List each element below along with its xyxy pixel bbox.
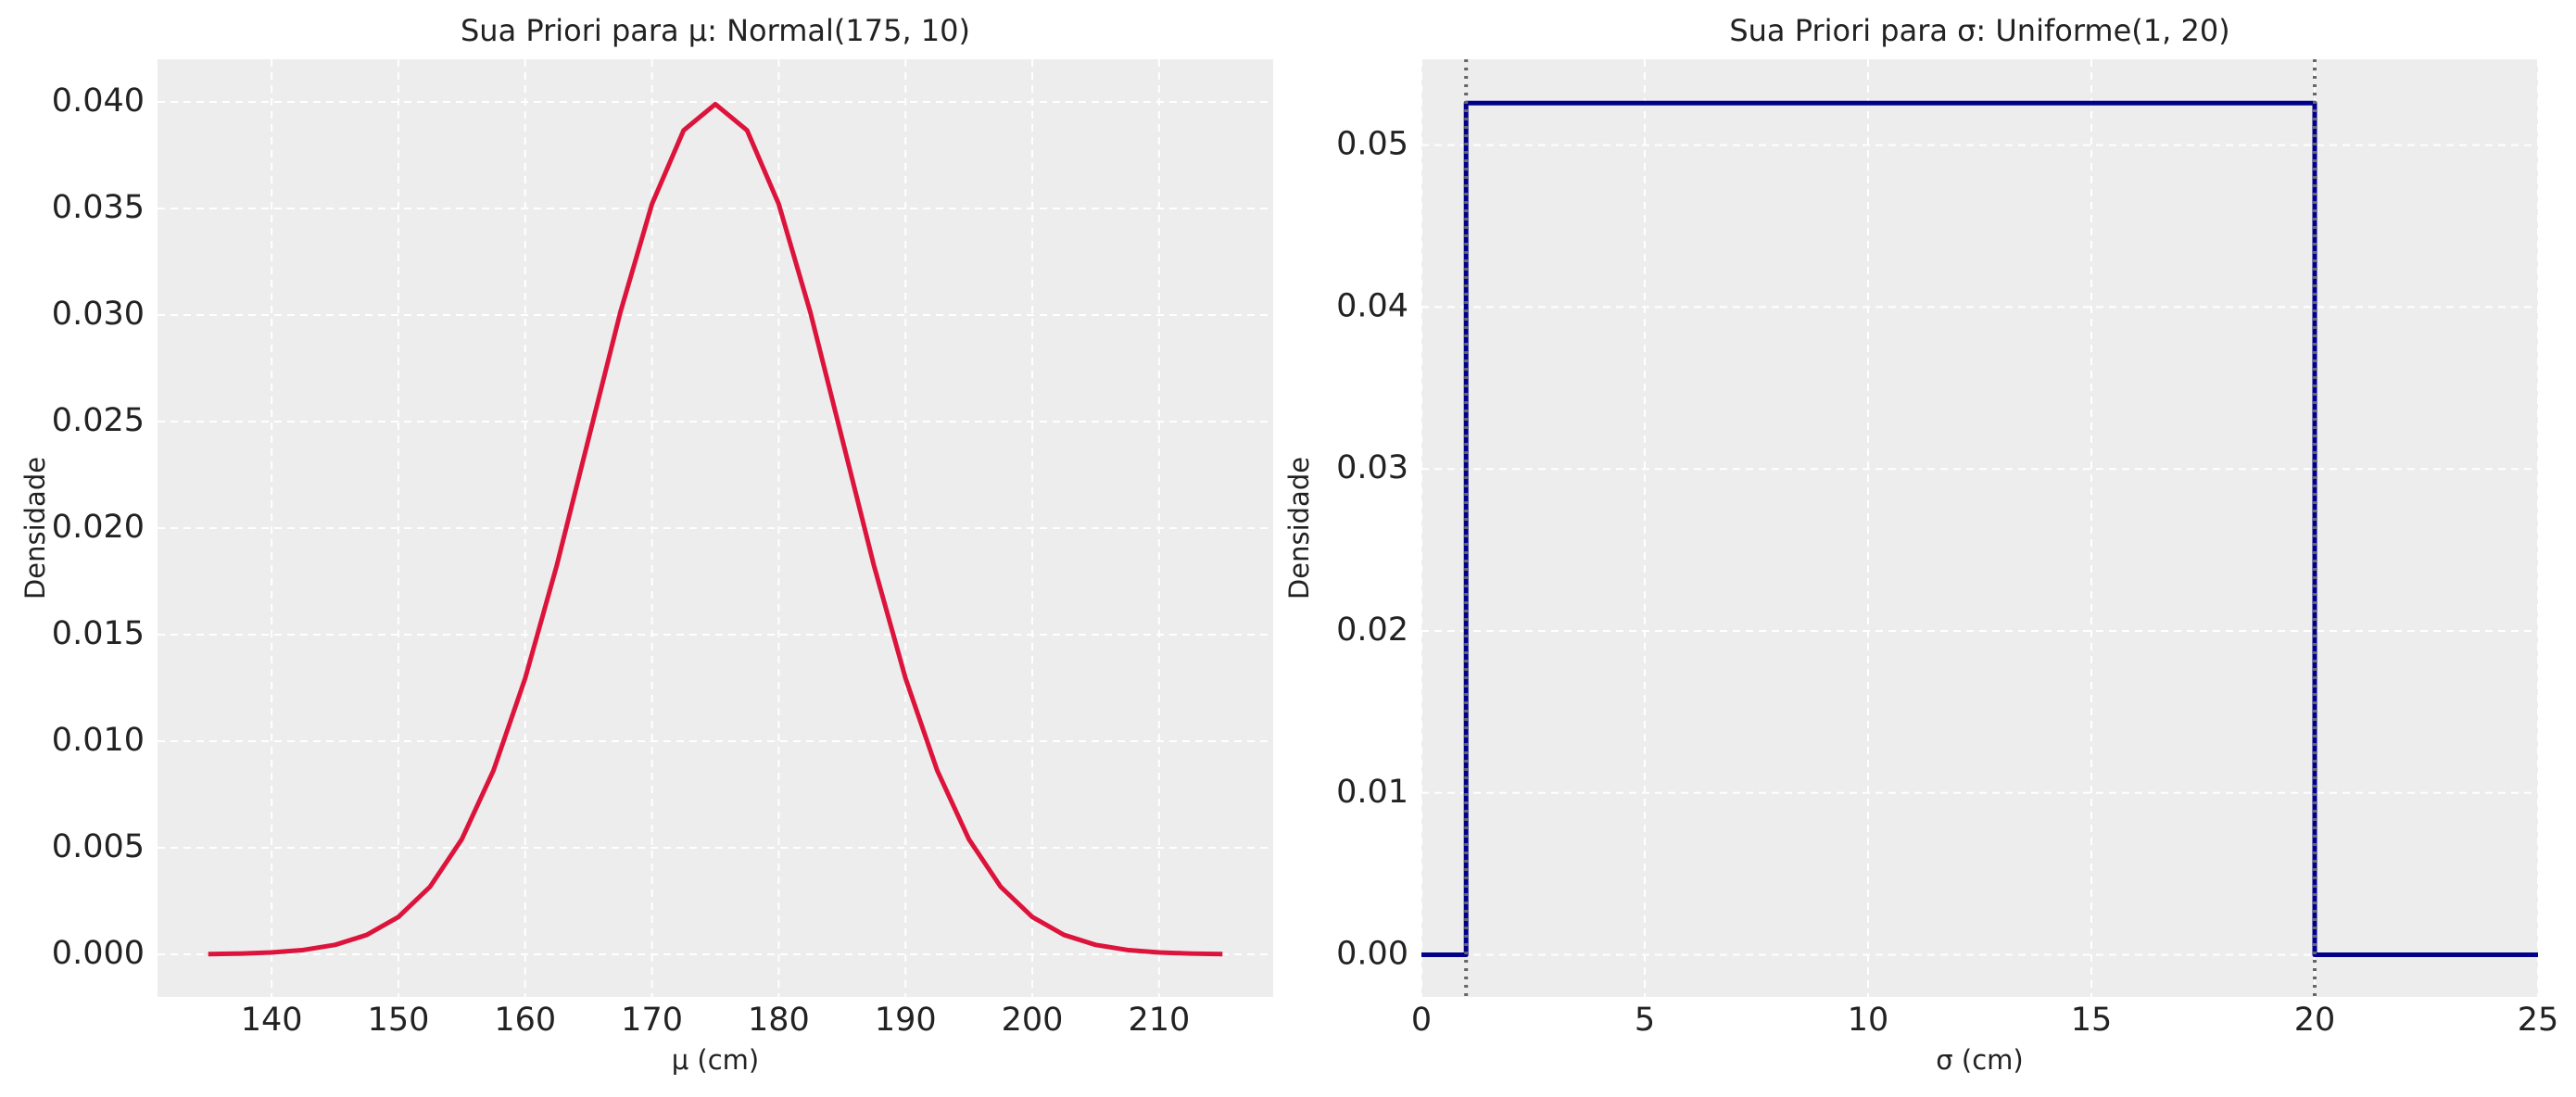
x-tick-label: 20 (2294, 1002, 2336, 1039)
x-tick-label: 180 (748, 1002, 810, 1039)
data-line (208, 101, 1223, 957)
x-tick-label: 15 (2071, 1002, 2113, 1039)
x-tick-label: 160 (494, 1002, 556, 1039)
y-tick-label: 0.020 (52, 509, 145, 546)
y-tick-label: 0.02 (1336, 612, 1408, 649)
chart-title: Sua Priori para μ: Normal(175, 10) (461, 13, 970, 48)
x-tick-label: 150 (368, 1002, 430, 1039)
x-tick-label: 190 (875, 1002, 937, 1039)
x-axis-label: μ (cm) (672, 1044, 760, 1076)
x-tick-label: 25 (2518, 1002, 2559, 1039)
y-tick-label: 0.00 (1336, 936, 1408, 973)
y-tick-label: 0.03 (1336, 449, 1408, 486)
y-tick-label: 0.01 (1336, 774, 1408, 811)
x-tick-label: 140 (241, 1002, 303, 1039)
x-tick-label: 170 (621, 1002, 683, 1039)
y-tick-label: 0.030 (52, 296, 145, 333)
chart-title: Sua Priori para σ: Uniforme(1, 20) (1729, 13, 2229, 48)
x-tick-label: 210 (1128, 1002, 1190, 1039)
y-tick-label: 0.010 (52, 722, 145, 759)
x-tick-label: 10 (1848, 1002, 1889, 1039)
y-tick-label: 0.05 (1336, 126, 1408, 163)
plot-area (1421, 59, 2538, 997)
y-axis-label: Densidade (19, 457, 51, 599)
y-tick-label: 0.04 (1336, 287, 1408, 324)
y-axis-label: Densidade (1283, 457, 1315, 599)
x-tick-label: 0 (1411, 1002, 1432, 1039)
x-tick-label: 200 (1002, 1002, 1064, 1039)
x-axis-label: σ (cm) (1936, 1044, 2023, 1076)
y-tick-label: 0.025 (52, 402, 145, 439)
y-tick-label: 0.035 (52, 189, 145, 226)
y-tick-label: 0.005 (52, 828, 145, 865)
y-tick-label: 0.000 (52, 935, 145, 972)
y-tick-label: 0.040 (52, 82, 145, 120)
x-tick-label: 5 (1635, 1002, 1655, 1039)
y-tick-label: 0.015 (52, 615, 145, 652)
data-line (1421, 100, 2538, 958)
